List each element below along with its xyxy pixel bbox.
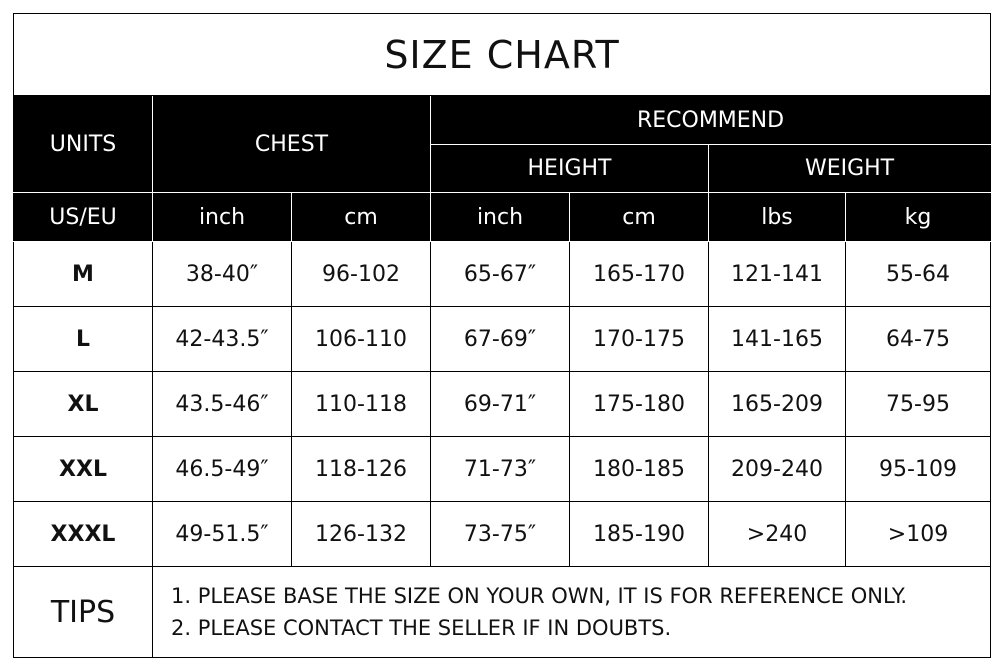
header-height: HEIGHT xyxy=(430,144,709,193)
tip-line: 2. PLEASE CONTACT THE SELLER IF IN DOUBT… xyxy=(171,616,672,640)
unit-label: inch xyxy=(152,192,292,242)
tip-line: 1. PLEASE BASE THE SIZE ON YOUR OWN, IT … xyxy=(171,584,908,608)
unit-label: US/EU xyxy=(13,192,153,242)
table-cell: 175-180 xyxy=(569,371,709,437)
header-recommend: RECOMMEND xyxy=(429,95,992,145)
table-cell: 118-126 xyxy=(291,436,431,502)
table-cell: 43.5-46″ xyxy=(152,371,292,437)
table-cell: 110-118 xyxy=(291,371,431,437)
table-cell: 38-40″ xyxy=(152,241,292,307)
table-cell: 75-95 xyxy=(844,371,992,437)
unit-label: cm xyxy=(291,192,431,242)
header-weight: WEIGHT xyxy=(707,144,992,193)
table-row: XXXL 49-51.5″ 126-132 73-75″ 185-190 >240 >109 xyxy=(13,501,992,567)
header-units: UNITS xyxy=(13,95,153,193)
table-cell: 165-209 xyxy=(708,371,846,437)
size-label: M xyxy=(13,241,153,307)
table-cell: 73-75″ xyxy=(430,501,570,567)
table-cell: 170-175 xyxy=(569,306,709,372)
table-cell: 49-51.5″ xyxy=(152,501,292,567)
table-cell: 42-43.5″ xyxy=(152,306,292,372)
table-row: M 38-40″ 96-102 65-67″ 165-170 121-141 55-64 xyxy=(13,241,992,307)
table-cell: 165-170 xyxy=(569,241,709,307)
table-cell: >109 xyxy=(844,501,992,567)
table-row: XL 43.5-46″ 110-118 69-71″ 175-180 165-209 75-… xyxy=(13,371,992,437)
table-cell: 55-64 xyxy=(844,241,992,307)
size-chart-table: SIZE CHART UNITS CHEST RECOMMEND HEIGHT … xyxy=(12,13,992,658)
table-cell: 96-102 xyxy=(291,241,431,307)
size-label: XXL xyxy=(13,436,153,502)
size-label: XL xyxy=(13,371,153,437)
table-cell: 65-67″ xyxy=(430,241,570,307)
table-cell: 46.5-49″ xyxy=(152,436,292,502)
table-row: L 42-43.5″ 106-110 67-69″ 170-175 141-165 64-7… xyxy=(13,306,992,372)
table-cell: 106-110 xyxy=(291,306,431,372)
table-cell: 126-132 xyxy=(291,501,431,567)
table-cell: 141-165 xyxy=(708,306,846,372)
table-cell: 71-73″ xyxy=(430,436,570,502)
table-cell: 180-185 xyxy=(569,436,709,502)
table-cell: 67-69″ xyxy=(430,306,570,372)
unit-label: kg xyxy=(844,192,992,242)
table-cell: 209-240 xyxy=(708,436,846,502)
unit-label: cm xyxy=(569,192,709,242)
table-cell: 185-190 xyxy=(569,501,709,567)
tips-text: 1. PLEASE BASE THE SIZE ON YOUR OWN, IT … xyxy=(151,566,992,658)
table-cell: 121-141 xyxy=(708,241,846,307)
unit-label: lbs xyxy=(708,192,846,242)
header-chest: CHEST xyxy=(152,95,431,193)
page-title: SIZE CHART xyxy=(12,13,992,96)
size-label: L xyxy=(13,306,153,372)
size-label: XXXL xyxy=(13,501,153,567)
table-row: XXL 46.5-49″ 118-126 71-73″ 180-185 209-240 95… xyxy=(13,436,992,502)
table-cell: 95-109 xyxy=(844,436,992,502)
table-cell: 64-75 xyxy=(844,306,992,372)
unit-label: inch xyxy=(430,192,570,242)
table-cell: 69-71″ xyxy=(430,371,570,437)
table-cell: >240 xyxy=(708,501,846,567)
tips-label: TIPS xyxy=(13,566,153,658)
